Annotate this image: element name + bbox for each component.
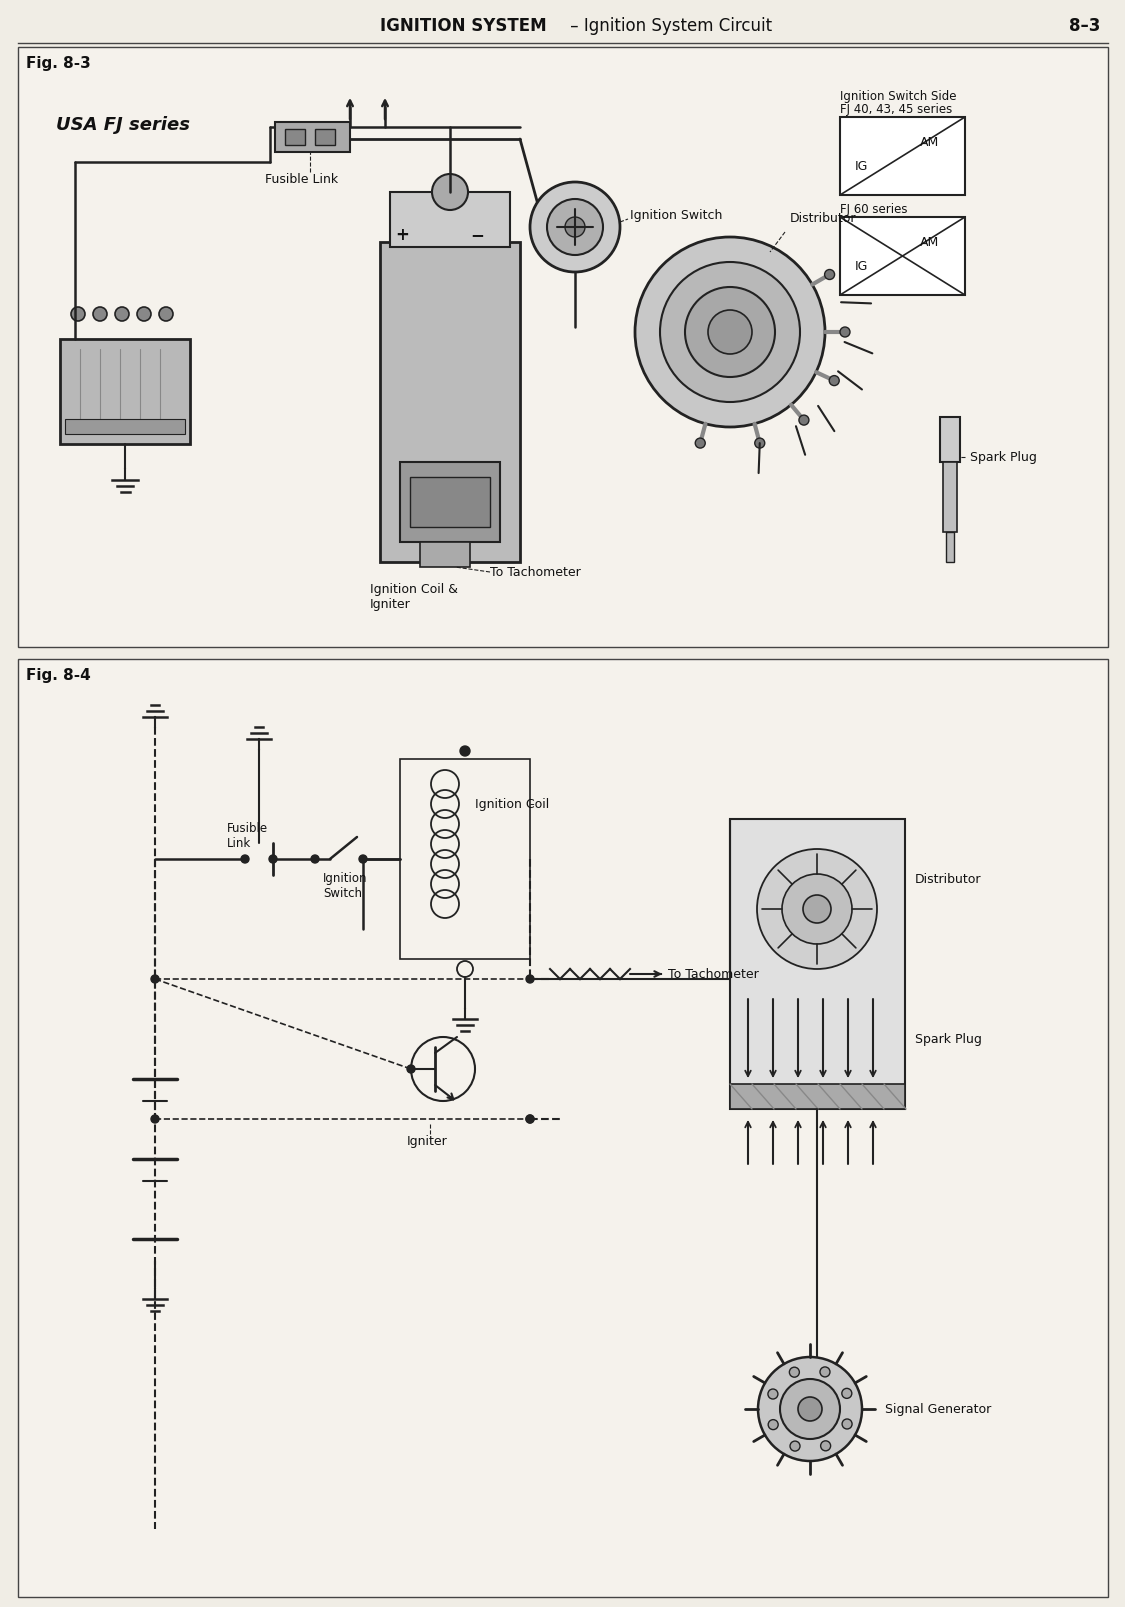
Polygon shape <box>60 315 210 339</box>
Text: – Ignition System Circuit: – Ignition System Circuit <box>565 18 772 35</box>
Text: Ignition Coil: Ignition Coil <box>475 799 549 812</box>
Text: Ignition Switch Side: Ignition Switch Side <box>840 90 956 103</box>
Bar <box>410 477 490 527</box>
Bar <box>840 117 965 196</box>
Text: FJ 60 series: FJ 60 series <box>840 202 908 215</box>
Circle shape <box>799 416 809 426</box>
Text: Distributor: Distributor <box>915 873 981 885</box>
Text: IG: IG <box>855 161 868 174</box>
Circle shape <box>695 439 705 448</box>
Bar <box>274 122 350 153</box>
Bar <box>840 219 965 296</box>
Bar <box>60 339 190 445</box>
Bar <box>315 130 335 146</box>
Bar <box>946 532 954 562</box>
Text: To Tachometer: To Tachometer <box>490 566 580 579</box>
Bar <box>65 419 184 435</box>
Text: +: + <box>395 227 408 244</box>
Bar <box>285 130 305 146</box>
Circle shape <box>93 309 107 321</box>
Circle shape <box>755 439 765 448</box>
Bar <box>18 659 1108 1597</box>
Text: −: − <box>470 227 484 244</box>
Circle shape <box>526 1115 534 1123</box>
Text: IG: IG <box>855 260 868 273</box>
Circle shape <box>790 1368 800 1377</box>
Circle shape <box>758 1358 862 1461</box>
Bar <box>943 463 957 532</box>
Circle shape <box>269 855 277 863</box>
Circle shape <box>843 1419 852 1429</box>
Circle shape <box>660 264 800 403</box>
Polygon shape <box>939 426 961 450</box>
Circle shape <box>840 328 850 337</box>
Circle shape <box>530 183 620 273</box>
Text: Fig. 8-3: Fig. 8-3 <box>26 56 91 71</box>
Circle shape <box>310 855 319 863</box>
Text: FJ 40, 43, 45 series: FJ 40, 43, 45 series <box>840 103 952 116</box>
Circle shape <box>820 1441 830 1451</box>
Text: Ignition Switch: Ignition Switch <box>630 209 722 222</box>
Circle shape <box>768 1388 777 1400</box>
Circle shape <box>159 309 173 321</box>
Text: Igniter: Igniter <box>407 1135 448 1147</box>
Bar <box>400 760 530 959</box>
Bar <box>940 418 960 463</box>
Circle shape <box>842 1388 852 1398</box>
Text: IGNITION SYSTEM: IGNITION SYSTEM <box>380 18 547 35</box>
Circle shape <box>71 309 86 321</box>
Circle shape <box>359 855 367 863</box>
Text: To Tachometer: To Tachometer <box>668 967 758 980</box>
Bar <box>380 243 520 562</box>
Text: Distributor: Distributor <box>790 212 856 225</box>
Circle shape <box>526 975 534 983</box>
Text: Fusible Link: Fusible Link <box>266 174 339 186</box>
Bar <box>730 820 904 1109</box>
Text: USA FJ series: USA FJ series <box>56 116 190 133</box>
Circle shape <box>151 975 159 983</box>
Text: Spark Plug: Spark Plug <box>970 452 1037 464</box>
Text: AM: AM <box>920 236 939 249</box>
Circle shape <box>757 850 878 969</box>
Bar <box>390 193 510 247</box>
Circle shape <box>432 175 468 211</box>
Circle shape <box>547 199 603 256</box>
Circle shape <box>526 1115 534 1123</box>
Text: 8–3: 8–3 <box>1069 18 1100 35</box>
Text: Fig. 8-4: Fig. 8-4 <box>26 667 91 683</box>
Text: AM: AM <box>920 137 939 149</box>
Circle shape <box>460 747 470 757</box>
Circle shape <box>241 855 249 863</box>
Circle shape <box>820 1368 830 1377</box>
Circle shape <box>115 309 129 321</box>
Circle shape <box>782 874 852 945</box>
Text: Spark Plug: Spark Plug <box>915 1033 982 1046</box>
Bar <box>18 48 1108 648</box>
Text: Signal Generator: Signal Generator <box>885 1403 991 1416</box>
Circle shape <box>685 288 775 378</box>
Circle shape <box>803 895 831 924</box>
Circle shape <box>829 376 839 386</box>
Circle shape <box>790 1441 800 1451</box>
Circle shape <box>708 310 752 355</box>
Circle shape <box>565 219 585 238</box>
Circle shape <box>780 1379 840 1440</box>
Text: Ignition Coil &
Igniter: Ignition Coil & Igniter <box>370 583 458 611</box>
Text: Ignition
Switch: Ignition Switch <box>323 871 368 900</box>
Circle shape <box>768 1419 778 1430</box>
Circle shape <box>798 1396 822 1421</box>
Bar <box>400 463 500 543</box>
Circle shape <box>137 309 151 321</box>
Text: Fusible
Link: Fusible Link <box>227 821 268 850</box>
Circle shape <box>151 1115 159 1123</box>
Circle shape <box>407 1065 415 1073</box>
Circle shape <box>634 238 825 427</box>
Bar <box>730 1085 904 1109</box>
Circle shape <box>825 270 835 280</box>
Bar <box>420 543 470 567</box>
